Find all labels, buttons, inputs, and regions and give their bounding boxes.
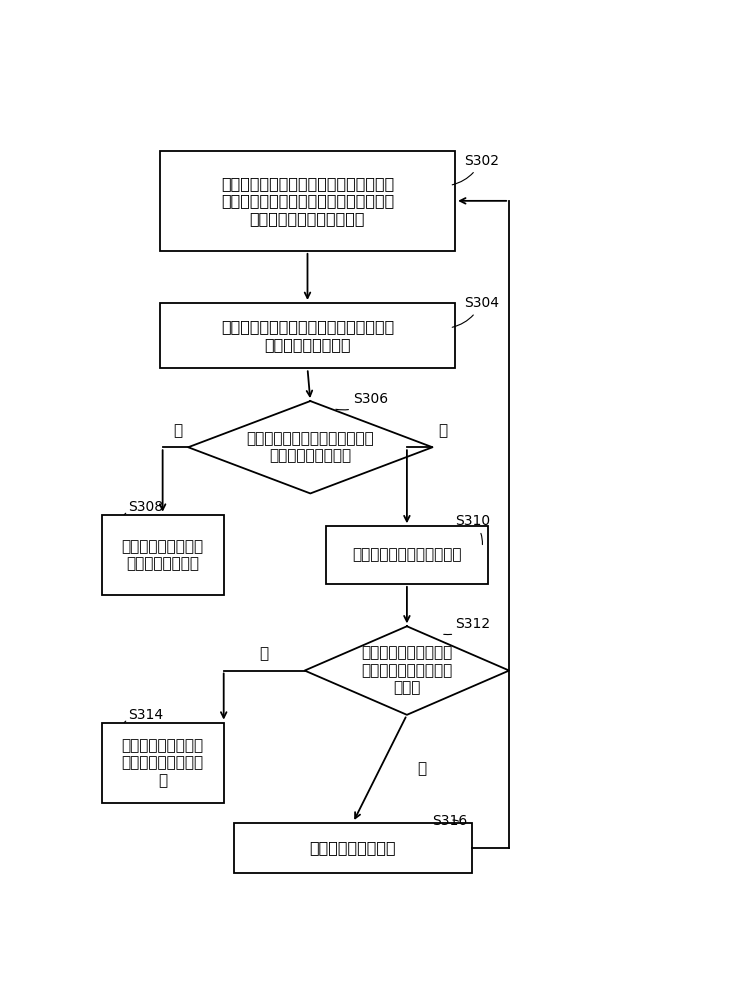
Text: 根据预设的时间间隔多次获取指定的被监
控文件的指定文件内容，其中，被监控文
件由被监控进程运行时产生: 根据预设的时间间隔多次获取指定的被监 控文件的指定文件内容，其中，被监控文 件由… (221, 176, 394, 226)
Text: S314: S314 (125, 708, 163, 723)
Bar (326, 526, 488, 584)
Text: 否: 否 (438, 423, 447, 438)
Polygon shape (305, 626, 509, 715)
Polygon shape (188, 401, 432, 493)
Text: S312: S312 (443, 617, 490, 635)
Text: 否: 否 (417, 761, 427, 776)
Bar (160, 151, 455, 251)
Bar (102, 723, 224, 803)
Text: 确定被监控进程正常: 确定被监控进程正常 (309, 840, 397, 855)
Text: 确定被监控进程被攻
击，发出异常报警: 确定被监控进程被攻 击，发出异常报警 (122, 539, 204, 571)
Text: S304: S304 (452, 296, 498, 327)
Text: 根据多次获取的指定文件内容，统计指定
文件内容的出现频率: 根据多次获取的指定文件内容，统计指定 文件内容的出现频率 (221, 319, 394, 352)
Text: 确定被监控进程没有被攻击: 确定被监控进程没有被攻击 (352, 548, 462, 563)
Text: 确定被监控进程僵死
或阻塞，发出异常报
警: 确定被监控进程僵死 或阻塞，发出异常报 警 (122, 738, 204, 788)
Text: 判断指定文件内容的出
现频率是否小于第二频
率阈值: 判断指定文件内容的出 现频率是否小于第二频 率阈值 (361, 646, 452, 695)
Text: S310: S310 (455, 514, 490, 545)
Bar (102, 515, 224, 595)
Text: S308: S308 (125, 500, 163, 515)
Text: S302: S302 (452, 154, 498, 185)
Text: 判断指定文件内容的出现频率是
否大于第一频率阈值: 判断指定文件内容的出现频率是 否大于第一频率阈值 (246, 431, 375, 463)
Text: 是: 是 (259, 646, 269, 661)
Bar (160, 303, 455, 368)
Bar (234, 823, 472, 873)
Text: 是: 是 (174, 423, 183, 438)
Text: S306: S306 (336, 392, 388, 410)
Text: S316: S316 (432, 814, 468, 828)
